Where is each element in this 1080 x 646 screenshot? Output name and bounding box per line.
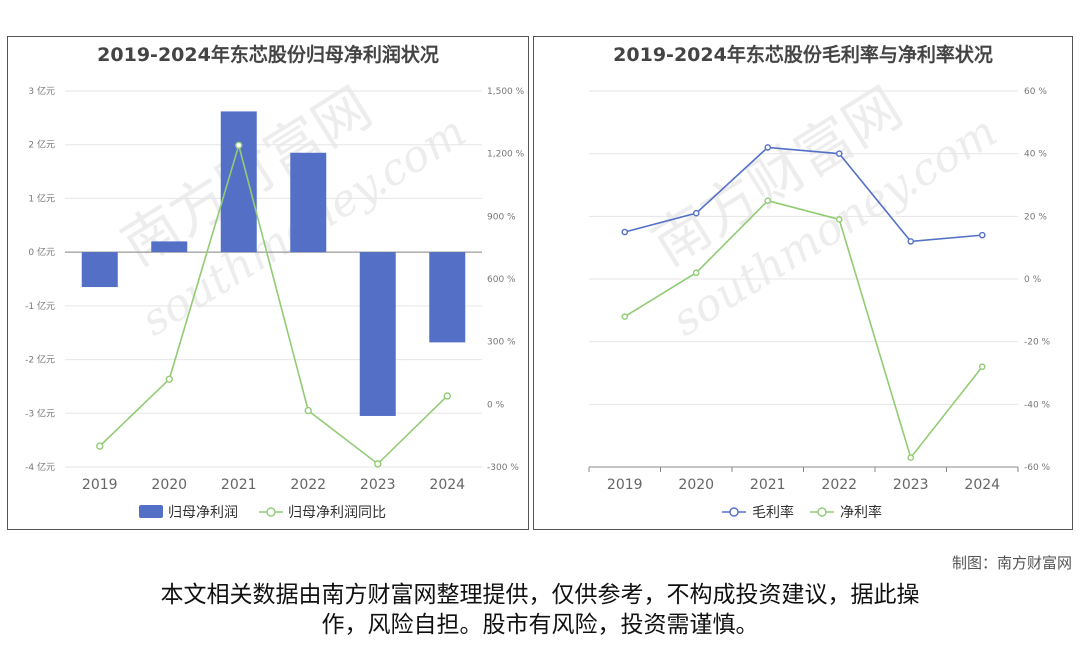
right-tick-label: 60 % bbox=[1024, 87, 1047, 97]
right-tick-label: 1,500 % bbox=[487, 87, 525, 97]
legend-swatch-marker bbox=[729, 507, 739, 517]
point-net-profit-yoy-2021 bbox=[235, 141, 243, 150]
bar-net-profit-2024 bbox=[429, 252, 466, 343]
legend-swatch-marker bbox=[266, 507, 276, 517]
left-tick-label: -4 亿元 bbox=[25, 461, 55, 473]
right-tick-label: 1,200 % bbox=[487, 150, 525, 160]
point-series-1-2020 bbox=[692, 269, 700, 277]
chart-title: 2019-2024年东芯股份归母净利润状况 bbox=[97, 43, 439, 66]
point-series-1-2023 bbox=[907, 454, 915, 461]
point-net-profit-yoy-2019 bbox=[96, 442, 104, 450]
margin-chart: 南方财富网southmoney.com2019-2024年东芯股份毛利率与净利率… bbox=[588, 43, 1051, 521]
legend-label: 归母净利润 bbox=[168, 504, 238, 521]
chart-credit: 制图：南方财富网 bbox=[951, 554, 1072, 572]
margin-chart-panel: 南方财富网 southmoney.com 2019-2024年东芯股份毛利率与净利率… bbox=[533, 36, 1073, 530]
bar-net-profit-2021 bbox=[220, 111, 257, 253]
legend: 毛利率 净利率 bbox=[722, 504, 882, 521]
legend-swatch-bar bbox=[139, 505, 163, 518]
point-series-0-2020 bbox=[692, 209, 700, 217]
x-tick-label: 2022 bbox=[821, 477, 857, 493]
x-tick-label: 2023 bbox=[893, 477, 929, 493]
x-tick-label: 2019 bbox=[607, 477, 643, 493]
right-tick-label: -40 % bbox=[1024, 400, 1051, 410]
line-series-0 bbox=[624, 146, 983, 243]
point-net-profit-yoy-2020 bbox=[165, 375, 173, 383]
x-tick-label: 2024 bbox=[429, 477, 465, 493]
left-tick-label: 1 亿元 bbox=[28, 192, 55, 204]
legend-label: 归母净利润同比 bbox=[288, 504, 386, 521]
net-profit-chart: 南方财富网southmoney.com2019-2024年东芯股份归母净利润状况… bbox=[25, 43, 525, 521]
x-tick-label: 2019 bbox=[82, 477, 118, 493]
bar-net-profit-2020 bbox=[151, 241, 188, 253]
disclaimer-line-2: 作，风险自担。股市有风险，投资需谨慎。 bbox=[321, 612, 759, 638]
net-profit-chart-panel: 南方财富网southmoney.com2019-2024年东芯股份归母净利润状况… bbox=[7, 36, 529, 530]
line-net-profit-yoy bbox=[99, 142, 448, 465]
bar-net-profit-2019 bbox=[81, 252, 118, 288]
point-net-profit-yoy-2023 bbox=[374, 460, 382, 468]
x-tick-label: 2024 bbox=[964, 477, 1000, 493]
chart-title: 2019-2024年东芯股份毛利率与净利率状况 bbox=[613, 43, 993, 66]
right-tick-label: -20 % bbox=[1024, 338, 1051, 348]
point-series-0-2024 bbox=[978, 231, 986, 239]
left-tick-label: 2 亿元 bbox=[28, 139, 55, 151]
bar-net-profit-2022 bbox=[290, 152, 327, 253]
point-series-1-2021 bbox=[764, 197, 772, 204]
legend-label: 净利率 bbox=[840, 504, 882, 521]
point-net-profit-yoy-2024 bbox=[443, 392, 451, 400]
bar-net-profit-2023 bbox=[359, 252, 396, 416]
right-tick-label: 600 % bbox=[487, 275, 516, 285]
point-series-0-2022 bbox=[835, 150, 843, 157]
point-series-0-2023 bbox=[907, 238, 915, 245]
left-tick-label: -2 亿元 bbox=[25, 354, 55, 366]
x-tick-label: 2020 bbox=[151, 477, 187, 493]
right-tick-label: 0 % bbox=[487, 400, 505, 410]
point-series-1-2024 bbox=[978, 363, 986, 371]
disclaimer-line-1: 本文相关数据由南方财富网整理提供，仅供参考，不构成投资建议，据此操 bbox=[160, 582, 920, 608]
disclaimer: 本文相关数据由南方财富网整理提供，仅供参考，不构成投资建议，据此操 作，风险自担… bbox=[0, 580, 1080, 640]
right-tick-label: -300 % bbox=[487, 463, 519, 473]
right-tick-label: 40 % bbox=[1024, 150, 1047, 160]
x-tick-label: 2020 bbox=[678, 477, 714, 493]
x-tick-label: 2021 bbox=[750, 477, 786, 493]
left-tick-label: -3 亿元 bbox=[25, 407, 55, 419]
point-series-0-2019 bbox=[621, 228, 629, 236]
point-series-0-2021 bbox=[764, 144, 772, 151]
right-tick-label: -60 % bbox=[1024, 463, 1051, 473]
x-tick-label: 2021 bbox=[221, 477, 257, 493]
x-tick-label: 2023 bbox=[360, 477, 396, 493]
x-tick-label: 2022 bbox=[290, 477, 326, 493]
left-tick-label: 3 亿元 bbox=[28, 85, 55, 97]
left-tick-label: 0 亿元 bbox=[28, 246, 55, 258]
right-tick-label: 900 % bbox=[487, 212, 516, 222]
right-tick-label: 300 % bbox=[487, 338, 516, 348]
line-series-1 bbox=[624, 199, 983, 460]
legend-label: 毛利率 bbox=[752, 504, 794, 521]
legend: 归母净利润 归母净利润同比 bbox=[139, 504, 386, 521]
point-series-1-2022 bbox=[835, 216, 843, 223]
legend-swatch-marker bbox=[817, 507, 827, 517]
right-tick-label: 20 % bbox=[1024, 212, 1047, 222]
right-tick-label: 0 % bbox=[1024, 275, 1042, 285]
left-tick-label: -1 亿元 bbox=[25, 300, 55, 312]
point-net-profit-yoy-2022 bbox=[304, 406, 312, 415]
point-series-1-2019 bbox=[621, 313, 629, 320]
